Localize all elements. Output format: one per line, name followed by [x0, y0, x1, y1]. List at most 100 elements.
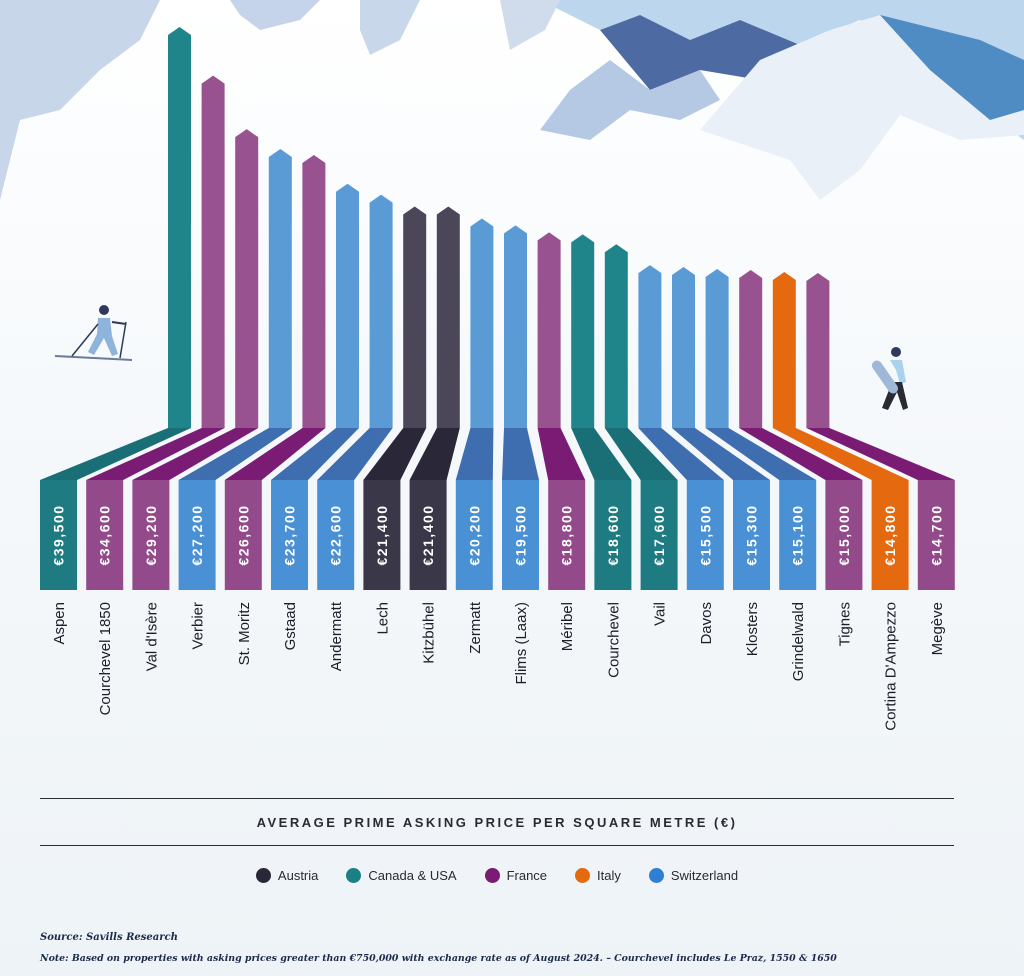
bar-value-box-courchevel-1850	[86, 480, 124, 590]
data-label-st-moritz: €26,600	[235, 504, 251, 565]
data-label-meg-ve: €14,700	[928, 504, 944, 565]
data-label-cortina-d-ampezzo: €14,800	[882, 504, 898, 565]
bar-connector-flims-laax	[502, 428, 539, 480]
legend-label-canada-usa: Canada & USA	[368, 868, 457, 883]
data-label-klosters: €15,300	[744, 504, 760, 565]
tick-label-courchevel-1850: Courchevel 1850	[97, 602, 114, 715]
bar-upper-lech	[403, 206, 427, 428]
bar-value-box-aspen	[40, 480, 77, 590]
bar-grindelwald: €15,100 Grindelwald	[705, 269, 817, 681]
tick-label-m-ribel: Méribel	[559, 602, 576, 651]
bar-series: €39,500 Aspen €34,600 Courchevel 1850 €29,20…	[40, 27, 955, 731]
bar-upper-meg-ve	[806, 273, 830, 428]
bar-upper-gstaad	[336, 183, 359, 428]
bar-value-box-m-ribel	[548, 480, 586, 590]
bar-connector-m-ribel	[537, 428, 586, 480]
legend-dot-switzerland	[648, 868, 664, 883]
bar-upper-andermatt	[369, 194, 393, 428]
bar-value-box-grindelwald	[779, 480, 817, 590]
legend-item-canada-usa: Canada & USA	[346, 868, 457, 883]
mountain-dark	[600, 15, 800, 90]
bar-val-d-is-re: €29,200 Val d'Isère	[132, 129, 259, 671]
legend-dot-austria	[255, 868, 271, 883]
bar-upper-tignes	[739, 270, 763, 428]
bar-verbier: €27,200 Verbier	[178, 149, 292, 650]
tick-label-meg-ve: Megève	[929, 602, 946, 655]
bar-value-box-davos	[686, 480, 724, 590]
bar-value-box-gstaad	[271, 480, 308, 590]
tick-label-davos: Davos	[698, 602, 715, 645]
data-label-andermatt: €22,600	[328, 504, 344, 565]
tick-label-kitzb-hel: Kitzbühel	[421, 602, 438, 664]
mountain-snow-right	[700, 15, 1024, 200]
data-label-vail: €17,600	[651, 504, 667, 565]
bar-connector-grindelwald	[705, 428, 817, 480]
bar-connector-courchevel-1850	[86, 428, 225, 480]
bar-value-box-lech	[363, 480, 401, 590]
data-label-gstaad: €23,700	[282, 504, 298, 565]
data-label-tignes: €15,000	[836, 504, 852, 565]
data-label-courchevel-1850: €34,600	[97, 504, 113, 565]
data-label-verbier: €27,200	[189, 504, 205, 565]
bar-value-box-verbier	[178, 480, 216, 590]
legend-item-france: France	[484, 868, 547, 883]
bar-upper-grindelwald	[705, 269, 729, 428]
legend-dot-canada-usa	[346, 868, 362, 883]
skier-figure	[54, 305, 133, 361]
mountain-backdrop	[0, 0, 1024, 200]
bar-upper-zermatt	[470, 218, 494, 428]
bar-value-box-tignes	[825, 480, 863, 590]
bar-upper-m-ribel	[537, 232, 561, 428]
snowboarder-figure	[871, 347, 908, 410]
bar-connector-lech	[363, 428, 427, 480]
bar-connector-davos	[638, 428, 724, 480]
legend-item-italy: Italy	[575, 868, 621, 883]
tick-label-tignes: Tignes	[836, 602, 853, 646]
legend-label-switzerland: Switzerland	[670, 868, 739, 883]
bar-upper-courchevel	[571, 234, 595, 428]
bar-value-box-kitzb-hel	[409, 480, 447, 590]
bar-cortina-d-ampezzo: €14,800 Cortina D'Ampezzo	[772, 272, 909, 731]
legend-label-italy: Italy	[597, 868, 621, 883]
legend-dot-italy	[575, 868, 591, 883]
data-label-kitzb-hel: €21,400	[420, 504, 436, 565]
bar-upper-val-d-is-re	[235, 129, 259, 428]
bar-meg-ve: €14,700 Megève	[806, 273, 955, 655]
bar-gstaad: €23,700 Gstaad	[271, 183, 359, 650]
bar-value-box-courchevel	[594, 480, 632, 590]
tick-label-verbier: Verbier	[190, 602, 207, 650]
bar-value-box-andermatt	[317, 480, 355, 590]
bar-connector-courchevel	[571, 428, 632, 480]
data-label-zermatt: €20,200	[466, 504, 482, 565]
data-label-flims-laax: €19,500	[513, 504, 529, 565]
bar-value-box-klosters	[733, 480, 770, 590]
tick-label-lech: Lech	[374, 602, 391, 635]
data-label-davos: €15,500	[697, 504, 713, 565]
bar-connector-cortina-d-ampezzo	[772, 428, 909, 480]
bar-zermatt: €20,200 Zermatt	[455, 218, 494, 654]
tick-label-klosters: Klosters	[744, 602, 761, 656]
bar-value-box-cortina-d-ampezzo	[871, 480, 909, 590]
tick-label-flims-laax: Flims (Laax)	[513, 602, 530, 685]
bar-kitzb-hel: €21,400 Kitzbühel	[409, 206, 460, 664]
mountain-shadow	[540, 60, 720, 140]
bar-connector-aspen	[40, 428, 191, 480]
bar-upper-kitzb-hel	[436, 206, 460, 428]
legend-item-austria: Austria	[255, 868, 319, 883]
legend-label-austria: Austria	[277, 868, 319, 883]
bar-vail: €17,600 Vail	[604, 244, 678, 626]
mountain-peak-left	[230, 0, 320, 30]
data-label-aspen: €39,500	[51, 504, 67, 565]
axis-title: AVERAGE PRIME ASKING PRICE PER SQUARE ME…	[40, 798, 954, 846]
tick-label-cortina-d-ampezzo: Cortina D'Ampezzo	[883, 602, 900, 731]
data-label-grindelwald: €15,100	[790, 504, 806, 565]
tick-label-st-moritz: St. Moritz	[236, 602, 253, 665]
bar-upper-klosters	[672, 267, 695, 428]
bar-upper-courchevel-1850	[201, 75, 225, 429]
tick-label-val-d-is-re: Val d'Isère	[143, 602, 160, 671]
bar-upper-verbier	[268, 149, 292, 429]
bar-lech: €21,400 Lech	[363, 206, 427, 635]
footnote: Note: Based on properties with asking pr…	[40, 953, 837, 964]
bar-connector-kitzb-hel	[409, 428, 460, 480]
mountain-blue-right	[880, 15, 1024, 120]
